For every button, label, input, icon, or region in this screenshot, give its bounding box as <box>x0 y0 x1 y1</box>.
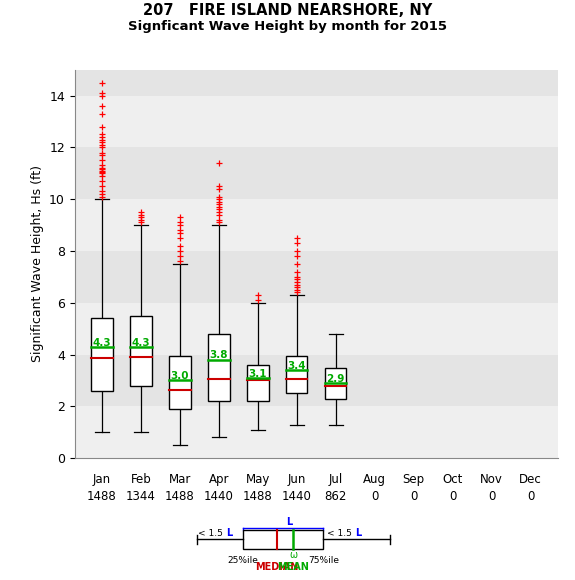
Text: < 1.5: < 1.5 <box>198 529 225 538</box>
Text: Aug: Aug <box>363 473 386 485</box>
Text: 0: 0 <box>410 490 417 503</box>
Text: 3.8: 3.8 <box>210 350 228 360</box>
Text: 3.4: 3.4 <box>288 361 306 371</box>
Text: 1440: 1440 <box>282 490 312 503</box>
Bar <box>169 356 191 409</box>
Text: L: L <box>286 517 292 527</box>
Text: Jun: Jun <box>288 473 306 485</box>
Text: 3.1: 3.1 <box>248 369 267 379</box>
Text: L: L <box>355 528 361 538</box>
Text: 4.3: 4.3 <box>93 338 112 347</box>
Text: May: May <box>246 473 270 485</box>
Text: 207   FIRE ISLAND NEARSHORE, NY: 207 FIRE ISLAND NEARSHORE, NY <box>143 3 432 18</box>
Text: 1440: 1440 <box>204 490 234 503</box>
Text: Nov: Nov <box>480 473 503 485</box>
Text: 1488: 1488 <box>87 490 117 503</box>
Text: Signficant Wave Height by month for 2015: Signficant Wave Height by month for 2015 <box>128 20 447 33</box>
Text: Dec: Dec <box>519 473 542 485</box>
Bar <box>243 530 323 549</box>
Text: MEDIAN: MEDIAN <box>255 561 299 572</box>
Bar <box>75 354 558 407</box>
Text: 862: 862 <box>324 490 347 503</box>
Text: 1488: 1488 <box>243 490 273 503</box>
Text: MEAN: MEAN <box>277 561 309 572</box>
Text: 0: 0 <box>371 490 378 503</box>
Text: 4.3: 4.3 <box>132 338 151 347</box>
Bar <box>208 334 229 401</box>
Bar <box>91 318 113 391</box>
Text: Sep: Sep <box>402 473 425 485</box>
Bar <box>325 368 347 398</box>
Bar <box>131 316 152 386</box>
Bar <box>75 251 558 303</box>
Text: < 1.5: < 1.5 <box>328 529 355 538</box>
Bar <box>247 365 269 401</box>
Text: Oct: Oct <box>442 473 463 485</box>
Text: ω: ω <box>289 550 297 560</box>
Text: 0: 0 <box>449 490 457 503</box>
Text: 0: 0 <box>527 490 534 503</box>
Text: Jan: Jan <box>93 473 111 485</box>
Y-axis label: Significant Wave Height, Hs (ft): Significant Wave Height, Hs (ft) <box>30 165 44 362</box>
Text: 2.9: 2.9 <box>327 374 345 384</box>
Text: 3.0: 3.0 <box>171 371 189 381</box>
Text: Jul: Jul <box>328 473 343 485</box>
Text: 75%ile: 75%ile <box>308 556 339 565</box>
Text: 1488: 1488 <box>165 490 195 503</box>
Text: Feb: Feb <box>131 473 151 485</box>
Text: 1344: 1344 <box>126 490 156 503</box>
Bar <box>75 44 558 96</box>
Text: Apr: Apr <box>209 473 229 485</box>
Text: 25%ile: 25%ile <box>228 556 258 565</box>
Text: L: L <box>226 528 232 538</box>
Text: Mar: Mar <box>168 473 191 485</box>
Bar <box>75 147 558 199</box>
Text: 0: 0 <box>488 490 495 503</box>
Bar <box>286 356 308 393</box>
